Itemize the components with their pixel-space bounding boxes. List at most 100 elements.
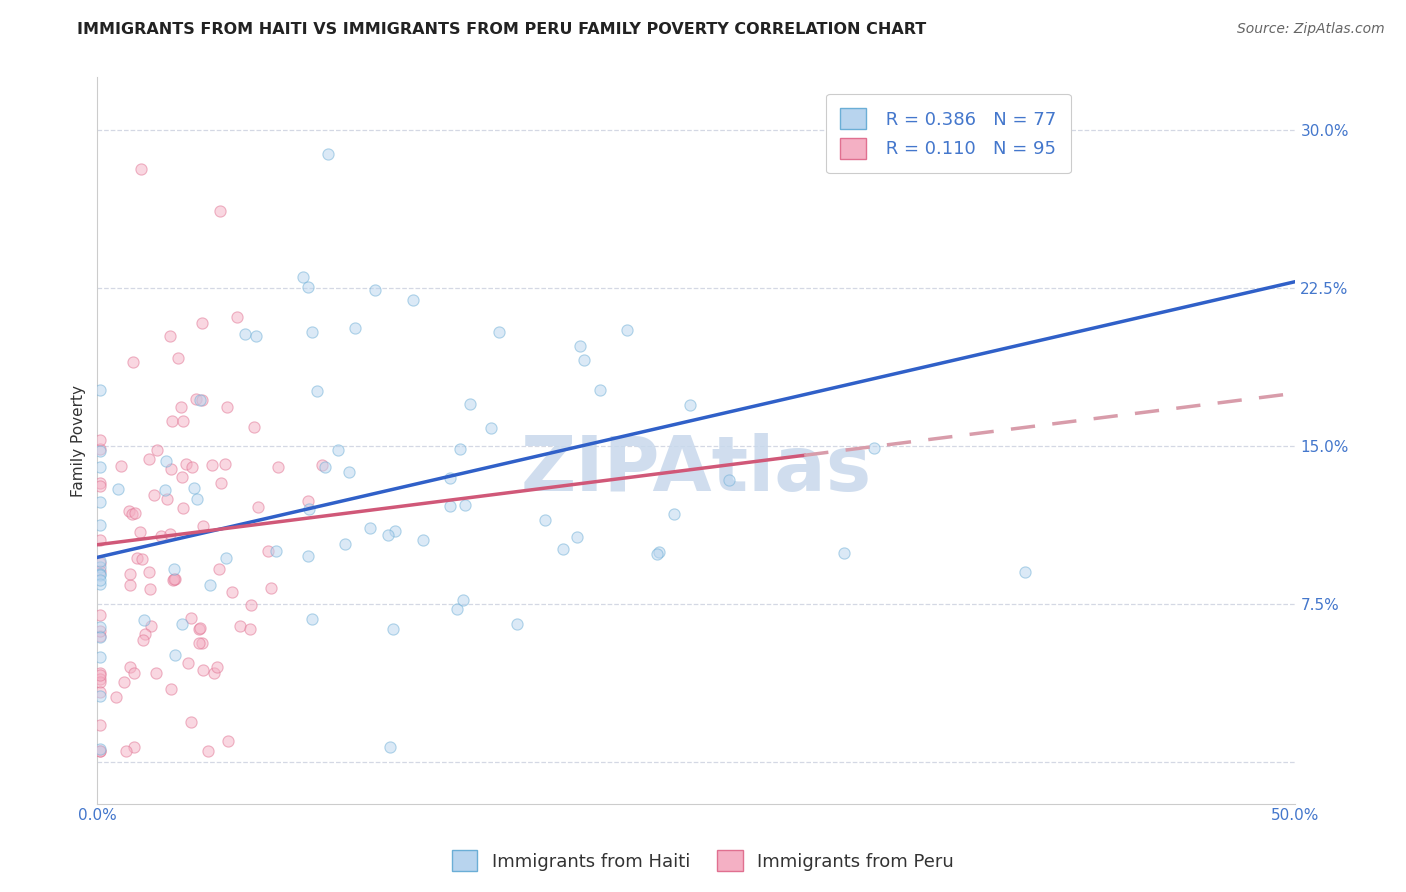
Point bbox=[163, 572, 186, 586]
Point bbox=[645, 547, 668, 561]
Point bbox=[89, 742, 111, 756]
Point bbox=[170, 617, 193, 632]
Point bbox=[180, 460, 202, 475]
Point bbox=[89, 565, 111, 579]
Point bbox=[89, 517, 111, 532]
Point bbox=[239, 622, 262, 636]
Point bbox=[132, 613, 155, 627]
Point bbox=[242, 420, 264, 434]
Point bbox=[150, 529, 173, 543]
Point bbox=[664, 508, 686, 522]
Point bbox=[89, 459, 111, 474]
Point bbox=[616, 323, 638, 337]
Point bbox=[89, 556, 111, 570]
Point bbox=[488, 325, 510, 339]
Point bbox=[89, 624, 111, 639]
Point bbox=[534, 513, 557, 527]
Point bbox=[180, 715, 202, 730]
Point bbox=[104, 690, 127, 704]
Point bbox=[145, 442, 167, 457]
Point bbox=[89, 608, 111, 623]
Point bbox=[167, 351, 190, 365]
Point bbox=[305, 384, 328, 398]
Point bbox=[89, 649, 111, 664]
Point bbox=[89, 444, 111, 458]
Point bbox=[89, 718, 111, 732]
Legend: Immigrants from Haiti, Immigrants from Peru: Immigrants from Haiti, Immigrants from P… bbox=[444, 843, 962, 879]
Point bbox=[449, 442, 471, 456]
Point bbox=[172, 415, 194, 429]
Point bbox=[139, 619, 162, 633]
Text: Source: ZipAtlas.com: Source: ZipAtlas.com bbox=[1237, 22, 1385, 37]
Point bbox=[214, 457, 236, 471]
Point bbox=[159, 526, 181, 541]
Point bbox=[191, 636, 214, 650]
Point bbox=[328, 442, 350, 457]
Point bbox=[89, 433, 111, 447]
Point bbox=[377, 527, 399, 541]
Point bbox=[301, 612, 323, 626]
Point bbox=[89, 567, 111, 582]
Point bbox=[335, 537, 357, 551]
Point bbox=[138, 565, 160, 579]
Point bbox=[245, 329, 267, 343]
Point bbox=[89, 560, 111, 574]
Point bbox=[228, 619, 250, 633]
Point bbox=[89, 672, 111, 686]
Point bbox=[200, 577, 222, 591]
Point bbox=[298, 501, 321, 516]
Point bbox=[221, 585, 243, 599]
Point bbox=[170, 400, 193, 414]
Y-axis label: Family Poverty: Family Poverty bbox=[72, 384, 86, 497]
Point bbox=[297, 549, 319, 564]
Point bbox=[647, 545, 669, 559]
Point bbox=[380, 740, 402, 755]
Point bbox=[163, 572, 186, 586]
Point bbox=[260, 581, 283, 595]
Point bbox=[201, 458, 224, 473]
Point bbox=[180, 611, 202, 625]
Point bbox=[588, 384, 610, 398]
Point bbox=[160, 681, 183, 696]
Point bbox=[89, 630, 111, 644]
Point bbox=[225, 310, 247, 324]
Point bbox=[188, 622, 211, 636]
Point bbox=[217, 401, 239, 415]
Point bbox=[291, 270, 314, 285]
Point bbox=[412, 533, 434, 547]
Point bbox=[177, 656, 200, 670]
Text: ZIPAtlas: ZIPAtlas bbox=[520, 433, 872, 507]
Point bbox=[191, 664, 214, 678]
Point bbox=[89, 744, 111, 758]
Point bbox=[132, 633, 155, 648]
Point bbox=[145, 666, 167, 681]
Point bbox=[89, 577, 111, 591]
Point bbox=[364, 283, 387, 297]
Point bbox=[402, 293, 425, 308]
Point bbox=[162, 573, 184, 587]
Point bbox=[384, 524, 406, 538]
Text: IMMIGRANTS FROM HAITI VS IMMIGRANTS FROM PERU FAMILY POVERTY CORRELATION CHART: IMMIGRANTS FROM HAITI VS IMMIGRANTS FROM… bbox=[77, 22, 927, 37]
Point bbox=[359, 521, 381, 535]
Point bbox=[89, 384, 111, 398]
Point bbox=[129, 525, 152, 540]
Point bbox=[572, 353, 595, 368]
Point bbox=[89, 475, 111, 490]
Point bbox=[215, 551, 238, 566]
Point bbox=[143, 488, 166, 502]
Point bbox=[453, 592, 475, 607]
Point bbox=[208, 203, 231, 218]
Point bbox=[217, 734, 239, 748]
Point bbox=[156, 491, 179, 506]
Point bbox=[343, 321, 366, 335]
Point bbox=[159, 461, 181, 475]
Point bbox=[479, 420, 502, 434]
Legend:  R = 0.386   N = 77,  R = 0.110   N = 95: R = 0.386 N = 77, R = 0.110 N = 95 bbox=[825, 94, 1071, 173]
Point bbox=[127, 551, 149, 566]
Point bbox=[301, 325, 323, 339]
Point bbox=[89, 554, 111, 568]
Point bbox=[163, 648, 186, 662]
Point bbox=[122, 355, 145, 369]
Point bbox=[446, 602, 468, 616]
Point bbox=[118, 577, 141, 591]
